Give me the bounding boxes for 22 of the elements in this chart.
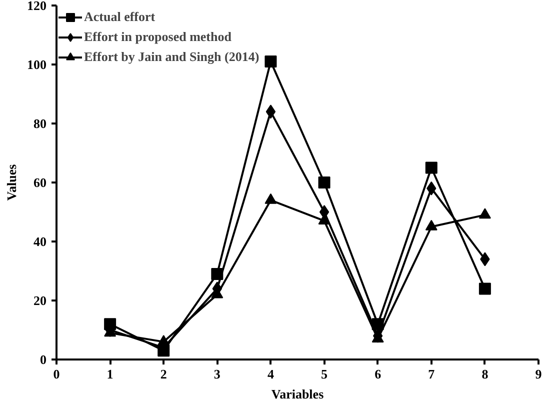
x-tick-label: 6 xyxy=(374,366,382,382)
x-tick-label: 7 xyxy=(428,366,436,382)
x-tick-label: 3 xyxy=(214,366,221,382)
y-tick-label: 120 xyxy=(27,0,46,13)
y-tick-label: 20 xyxy=(34,293,46,308)
x-tick-label: 4 xyxy=(267,366,274,382)
legend-label: Effort in proposed method xyxy=(84,29,232,45)
legend-label: Actual effort xyxy=(84,9,156,25)
x-tick-label: 0 xyxy=(53,366,60,382)
x-tick-label: 8 xyxy=(482,366,489,382)
y-tick-label: 0 xyxy=(40,352,46,367)
x-tick-label: 9 xyxy=(535,366,542,382)
x-tick-label: 5 xyxy=(321,366,328,382)
x-tick-label: 1 xyxy=(106,366,114,382)
y-tick-label: 100 xyxy=(27,57,46,72)
x-axis-title: Variables xyxy=(271,386,324,402)
y-axis-title: Values xyxy=(4,164,19,201)
y-tick-label: 40 xyxy=(34,234,46,249)
y-tick-label: 60 xyxy=(34,175,46,190)
legend-label: Effort by Jain and Singh (2014) xyxy=(84,49,260,65)
y-tick-label: 80 xyxy=(34,116,46,131)
x-tick-label: 2 xyxy=(160,366,167,382)
